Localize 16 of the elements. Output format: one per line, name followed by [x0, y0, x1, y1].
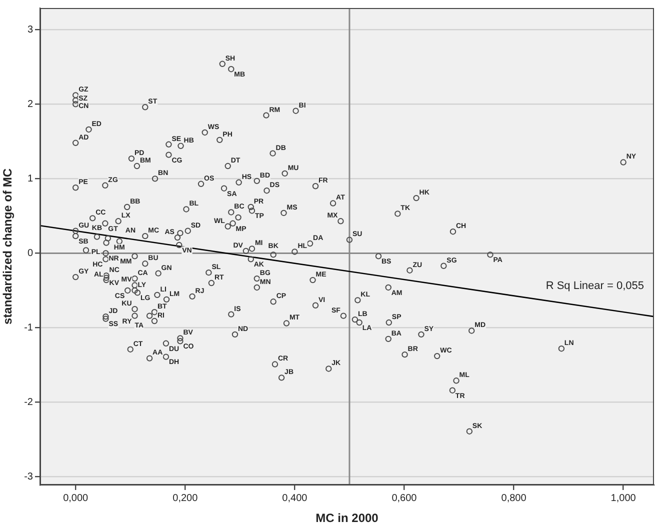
- x-tick-label: 0,000: [63, 492, 89, 504]
- y-tick-label: 3: [27, 24, 34, 36]
- y-tick-label: -3: [24, 472, 34, 483]
- x-tick-label: 0,800: [501, 492, 527, 504]
- annotation: R Sq Linear = 0,055: [546, 280, 644, 292]
- x-tick-label: 0,200: [172, 492, 198, 504]
- y-tick-label: 2: [27, 98, 34, 110]
- x-tick-label: 0,600: [392, 492, 418, 504]
- x-tick-label: 0,400: [282, 492, 308, 504]
- y-tick-label: -1: [24, 322, 34, 334]
- y-tick-label: 0: [27, 248, 34, 259]
- y-tick-label: -2: [24, 397, 34, 408]
- y-axis-title: standardized change of MC: [0, 168, 15, 325]
- x-axis-title: MC in 2000: [316, 511, 379, 526]
- x-tick-label: 1,000: [610, 492, 636, 504]
- y-tick-label: 1: [27, 173, 34, 184]
